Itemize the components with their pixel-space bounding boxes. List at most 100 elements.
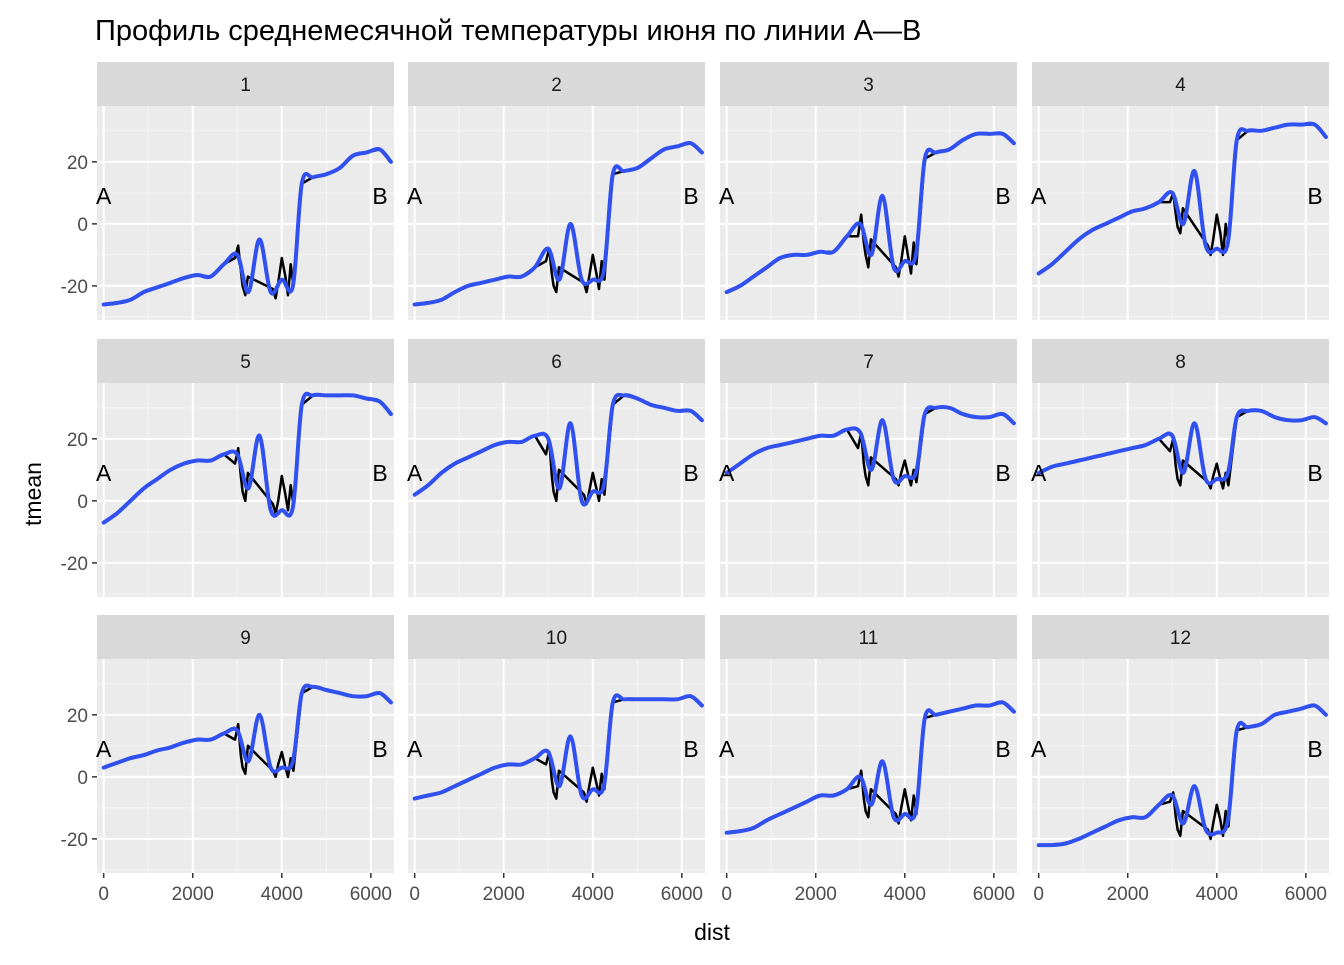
y-tick-label: 0 xyxy=(77,215,88,236)
start-point-label: A xyxy=(719,460,735,486)
x-tick-label: 2000 xyxy=(483,884,525,905)
facet-panel-2: 2 A B xyxy=(407,62,705,320)
x-tick-label: 0 xyxy=(721,884,732,905)
start-point-label: A xyxy=(96,183,112,209)
end-point-label: B xyxy=(683,736,698,762)
end-point-label: B xyxy=(1307,183,1322,209)
facet-panel-8: 8 A B xyxy=(1031,339,1329,597)
smoothed-temperature-line xyxy=(101,683,393,774)
smoothed-temperature-line xyxy=(101,147,393,307)
panel-background xyxy=(720,106,1017,320)
smoothed-temperature-line xyxy=(724,405,1016,485)
panel-background xyxy=(408,659,705,873)
y-tick-label: -20 xyxy=(61,277,88,298)
panel-background xyxy=(1032,106,1329,320)
end-point-label: B xyxy=(995,183,1010,209)
smoothed-temperature-line xyxy=(101,391,393,525)
smoothed-temperature-line xyxy=(412,392,704,507)
facet-strip-label: 7 xyxy=(863,352,874,373)
end-point-label: B xyxy=(683,183,698,209)
smoothed-temperature-line xyxy=(724,131,1016,295)
facet-strip-label: 10 xyxy=(546,628,567,649)
facet-panel-6: 6 A B xyxy=(407,339,705,597)
facet-strip-label: 3 xyxy=(863,75,874,96)
smoothed-temperature-line xyxy=(1036,408,1328,486)
panel-background xyxy=(720,383,1017,597)
start-point-label: A xyxy=(719,736,735,762)
end-point-label: B xyxy=(683,460,698,486)
facet-strip xyxy=(1032,62,1329,106)
end-point-label: B xyxy=(1307,736,1322,762)
x-tick-label: 0 xyxy=(1033,884,1044,905)
facet-panel-9: 9 A B -20 0 20 0 2000 4000 6000 xyxy=(61,615,394,905)
x-tick-label: 0 xyxy=(98,884,109,905)
facet-panel-12: 12 A B 0 2000 4000 6000 xyxy=(1031,615,1329,905)
smoothed-temperature-line xyxy=(724,700,1016,835)
facet-strip xyxy=(408,339,705,383)
facet-strip xyxy=(720,339,1017,383)
smoothed-temperature-line xyxy=(1036,703,1328,848)
x-tick-label: 2000 xyxy=(172,884,214,905)
facet-strip-label: 1 xyxy=(240,75,251,96)
facet-strip-label: 2 xyxy=(551,75,562,96)
panel-background xyxy=(720,659,1017,873)
start-point-label: A xyxy=(719,183,735,209)
start-point-label: A xyxy=(1031,736,1047,762)
x-tick-label: 4000 xyxy=(884,884,926,905)
x-tick-label: 6000 xyxy=(1285,884,1327,905)
facet-strip xyxy=(408,615,705,659)
facet-strip xyxy=(97,339,394,383)
facet-strip-label: 4 xyxy=(1175,75,1186,96)
x-tick-label: 6000 xyxy=(973,884,1015,905)
x-tick-label: 4000 xyxy=(572,884,614,905)
start-point-label: A xyxy=(407,183,423,209)
y-tick-label: 20 xyxy=(67,153,88,174)
x-tick-label: 2000 xyxy=(795,884,837,905)
end-point-label: B xyxy=(372,460,387,486)
facet-strip-label: 12 xyxy=(1170,628,1191,649)
y-tick-label: 0 xyxy=(77,492,88,513)
end-point-label: B xyxy=(995,736,1010,762)
end-point-label: B xyxy=(372,183,387,209)
facet-panel-5: 5 A B -20 0 20 xyxy=(61,339,394,597)
facet-strip-label: 9 xyxy=(240,628,251,649)
facet-strip xyxy=(97,615,394,659)
facet-strip xyxy=(97,62,394,106)
x-tick-label: 4000 xyxy=(261,884,303,905)
facet-strip-label: 5 xyxy=(240,352,251,373)
start-point-label: A xyxy=(407,460,423,486)
end-point-label: B xyxy=(372,736,387,762)
x-tick-label: 0 xyxy=(409,884,420,905)
x-axis-title: dist xyxy=(694,919,730,945)
x-tick-label: 4000 xyxy=(1196,884,1238,905)
start-point-label: A xyxy=(407,736,423,762)
x-tick-label: 2000 xyxy=(1107,884,1149,905)
facet-panel-3: 3 A B xyxy=(719,62,1017,320)
end-point-label: B xyxy=(1307,460,1322,486)
facet-strip-label: 8 xyxy=(1175,352,1186,373)
start-point-label: A xyxy=(1031,460,1047,486)
facet-strip xyxy=(720,615,1017,659)
x-tick-label: 6000 xyxy=(661,884,703,905)
end-point-label: B xyxy=(995,460,1010,486)
chart-title: Профиль среднемесячной температуры июня … xyxy=(95,15,921,47)
facet-strip xyxy=(408,62,705,106)
facet-panel-10: 10 A B 0 2000 4000 6000 xyxy=(407,615,705,905)
smoothed-temperature-line xyxy=(412,141,704,307)
facet-panel-7: 7 A B xyxy=(719,339,1017,597)
facet-strip xyxy=(720,62,1017,106)
facet-strip xyxy=(1032,615,1329,659)
y-tick-label: 20 xyxy=(67,430,88,451)
start-point-label: A xyxy=(96,460,112,486)
facet-panel-4: 4 A B xyxy=(1031,62,1329,320)
y-tick-label: -20 xyxy=(61,554,88,575)
facet-strip xyxy=(1032,339,1329,383)
smoothed-temperature-line xyxy=(1036,121,1328,276)
y-tick-label: -20 xyxy=(61,830,88,851)
y-tick-label: 0 xyxy=(77,768,88,789)
facet-panel-1: 1 A B -20 0 20 xyxy=(61,62,394,320)
y-axis-title: tmean xyxy=(20,462,46,526)
